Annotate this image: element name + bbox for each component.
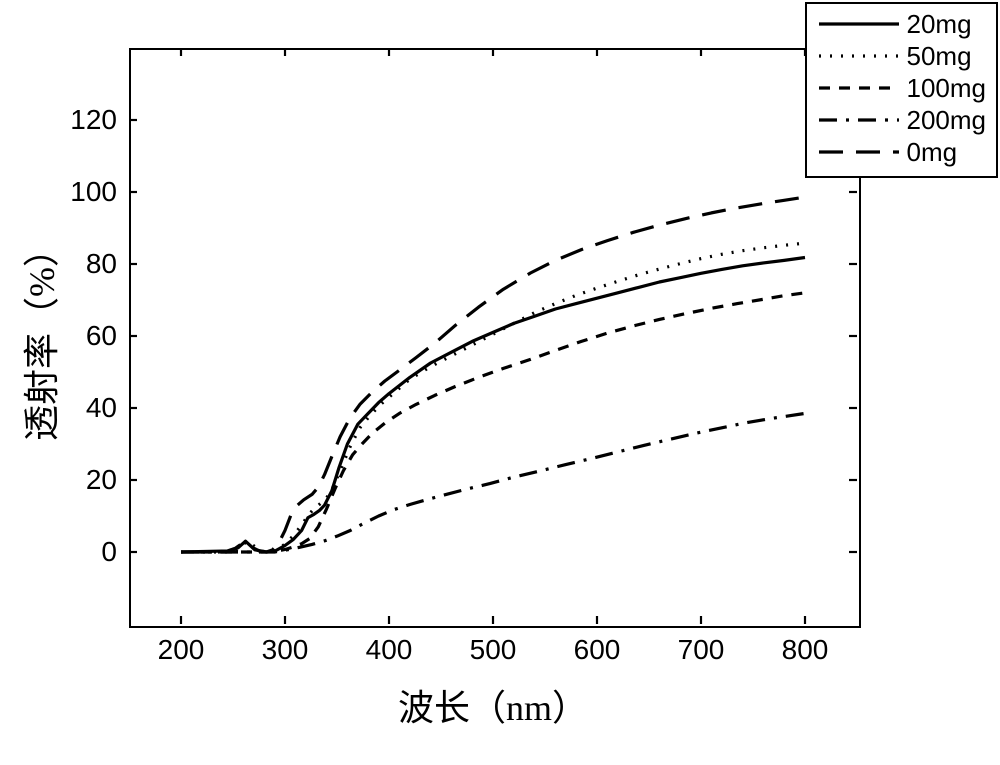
legend-item: 100mg bbox=[817, 72, 987, 104]
x-tick-label: 800 bbox=[782, 634, 829, 666]
legend-swatch bbox=[817, 12, 901, 36]
legend-item: 200mg bbox=[817, 104, 987, 136]
x-tick-label: 300 bbox=[262, 634, 309, 666]
legend-swatch bbox=[817, 140, 901, 164]
y-tick-label: 120 bbox=[70, 104, 117, 136]
series-20mg bbox=[181, 258, 805, 552]
y-tick-label: 0 bbox=[101, 536, 117, 568]
series-200mg bbox=[181, 413, 805, 552]
x-tick-label: 200 bbox=[158, 634, 205, 666]
y-tick-label: 20 bbox=[86, 464, 117, 496]
x-tick-label: 600 bbox=[574, 634, 621, 666]
y-tick-label: 60 bbox=[86, 320, 117, 352]
legend-label: 200mg bbox=[907, 105, 987, 136]
legend-item: 20mg bbox=[817, 8, 987, 40]
chart-container: 波长（nm） 透射率（%） 20mg50mg100mg200mg0mg 2003… bbox=[0, 0, 1000, 765]
legend-label: 0mg bbox=[907, 137, 958, 168]
y-tick-label: 40 bbox=[86, 392, 117, 424]
x-axis-label: 波长（nm） bbox=[398, 679, 588, 731]
legend-swatch bbox=[817, 108, 901, 132]
y-tick-label: 80 bbox=[86, 248, 117, 280]
series-50mg bbox=[181, 243, 805, 552]
x-tick-label: 500 bbox=[470, 634, 517, 666]
legend-label: 100mg bbox=[907, 73, 987, 104]
y-axis-label: 透射率（%） bbox=[13, 231, 65, 441]
legend-label: 20mg bbox=[907, 9, 972, 40]
x-tick-label: 700 bbox=[678, 634, 725, 666]
legend-item: 0mg bbox=[817, 136, 987, 168]
series-0mg bbox=[181, 197, 805, 552]
y-tick-label: 100 bbox=[70, 176, 117, 208]
legend-swatch bbox=[817, 76, 901, 100]
legend-swatch bbox=[817, 44, 901, 68]
legend-item: 50mg bbox=[817, 40, 987, 72]
legend-label: 50mg bbox=[907, 41, 972, 72]
x-tick-label: 400 bbox=[366, 634, 413, 666]
legend: 20mg50mg100mg200mg0mg bbox=[805, 2, 999, 178]
